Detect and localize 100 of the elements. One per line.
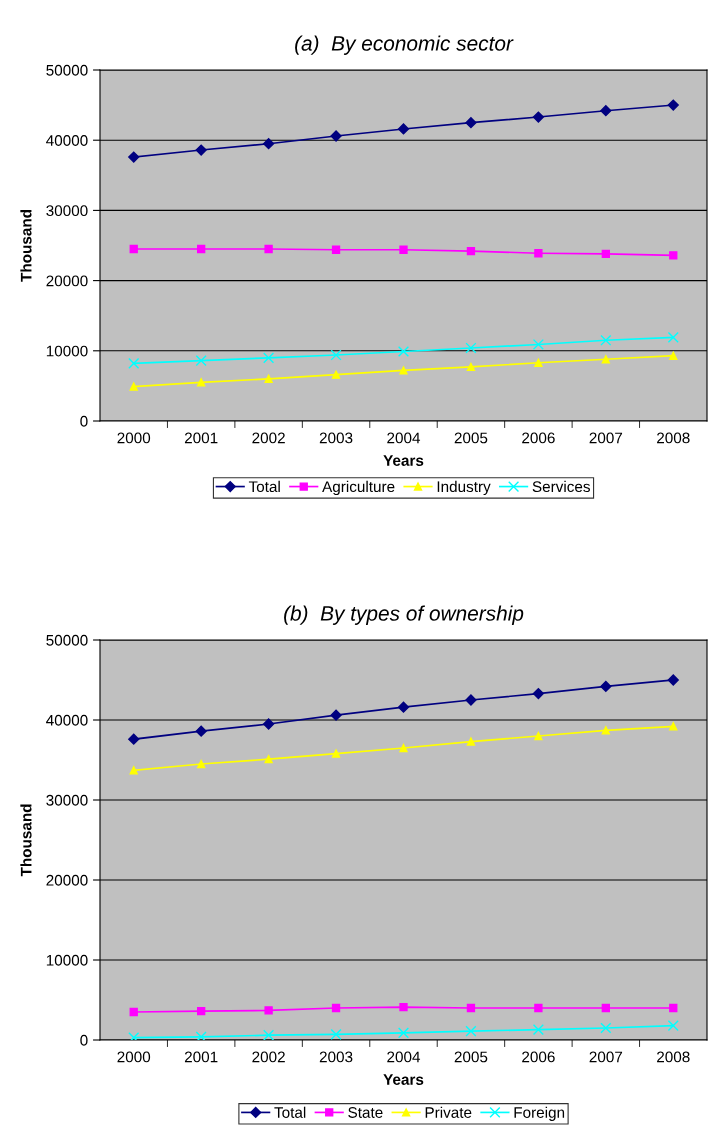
point	[264, 1006, 273, 1015]
point	[466, 1003, 476, 1013]
x-tick-label: 2006	[522, 432, 555, 444]
point	[264, 374, 273, 384]
point	[397, 345, 410, 358]
point	[129, 1007, 138, 1017]
x-tick-label: 2001	[184, 432, 218, 444]
legend-label: Agriculture	[322, 480, 395, 496]
point	[465, 117, 477, 129]
x-tick-label: 2005	[454, 432, 488, 444]
point	[600, 680, 612, 693]
legend-label: Services	[532, 480, 590, 493]
point	[263, 352, 275, 364]
point	[534, 249, 543, 258]
point	[397, 1027, 410, 1039]
x-tick-label: 2007	[589, 1051, 623, 1063]
point	[399, 245, 408, 254]
point	[534, 1003, 543, 1013]
chart-title: (a) By economic sector	[295, 35, 514, 55]
point	[600, 334, 612, 346]
point	[263, 718, 275, 730]
point	[399, 1003, 408, 1012]
point	[195, 725, 207, 737]
point	[331, 749, 341, 758]
point	[601, 1003, 611, 1013]
point	[331, 1003, 341, 1013]
x-tick-label: 2003	[319, 432, 353, 444]
x-tick-label: 2005	[454, 1051, 488, 1063]
point	[331, 370, 341, 379]
point	[195, 1031, 207, 1040]
point	[128, 357, 140, 369]
point	[466, 362, 476, 372]
point	[600, 105, 612, 117]
legend-label: Industry	[437, 480, 491, 496]
point	[129, 766, 138, 775]
y-tick-label: 50000	[46, 634, 88, 646]
point	[532, 111, 544, 123]
point	[263, 1029, 275, 1040]
point	[397, 123, 410, 135]
legend-label: Total	[274, 1106, 306, 1118]
point	[601, 355, 611, 364]
x-tick-label: 2001	[184, 1051, 218, 1063]
point	[128, 151, 140, 163]
legend-label: Foreign	[514, 1106, 565, 1121]
point	[667, 674, 679, 686]
point	[330, 709, 342, 721]
point	[669, 251, 678, 260]
point	[532, 338, 544, 351]
point	[667, 331, 679, 344]
point	[264, 244, 273, 254]
point	[601, 249, 611, 259]
chart-title: (b) By types of ownership	[284, 605, 524, 625]
point	[196, 378, 206, 387]
x-tick-label: 2004	[387, 432, 421, 444]
y-tick-label: 0	[80, 415, 88, 427]
point	[195, 355, 207, 367]
point	[196, 1007, 206, 1016]
y-tick-label: 30000	[46, 794, 88, 806]
point	[532, 1024, 544, 1036]
y-tick-label: 50000	[46, 64, 88, 76]
x-tick-label: 2006	[522, 1051, 555, 1063]
point	[667, 99, 679, 111]
legend-label: Total	[248, 480, 280, 493]
legend-label: Private	[425, 1106, 472, 1118]
y-axis-title: Thousand	[20, 804, 32, 877]
point	[399, 743, 408, 753]
point	[669, 1003, 678, 1013]
legend-label: State	[348, 1107, 383, 1118]
y-tick-label: 40000	[46, 714, 88, 726]
y-tick-label: 20000	[46, 275, 88, 287]
x-tick-label: 2002	[252, 1051, 285, 1063]
point	[466, 737, 476, 746]
x-tick-label: 2000	[117, 432, 151, 444]
point	[264, 755, 273, 764]
x-tick-label: 2004	[387, 1051, 421, 1063]
point	[600, 1022, 612, 1034]
x-axis-title: Years	[383, 455, 424, 466]
point	[330, 349, 342, 361]
point	[330, 1028, 342, 1040]
point	[263, 138, 275, 150]
point	[532, 687, 544, 700]
point	[465, 1025, 477, 1037]
x-tick-label: 2007	[589, 432, 623, 444]
x-tick-label: 2008	[657, 1051, 690, 1063]
y-tick-label: 0	[80, 1034, 88, 1046]
point	[129, 382, 138, 391]
point	[196, 759, 206, 769]
point	[331, 245, 341, 254]
point	[466, 246, 476, 256]
point	[399, 366, 408, 375]
y-tick-label: 40000	[46, 135, 88, 146]
x-tick-label: 2003	[319, 1051, 353, 1063]
point	[397, 701, 410, 713]
y-tick-label: 20000	[46, 874, 88, 886]
y-tick-label: 10000	[46, 954, 88, 966]
point	[129, 244, 138, 254]
point	[534, 358, 543, 367]
point	[669, 722, 678, 731]
point	[669, 351, 678, 360]
point	[601, 726, 611, 735]
